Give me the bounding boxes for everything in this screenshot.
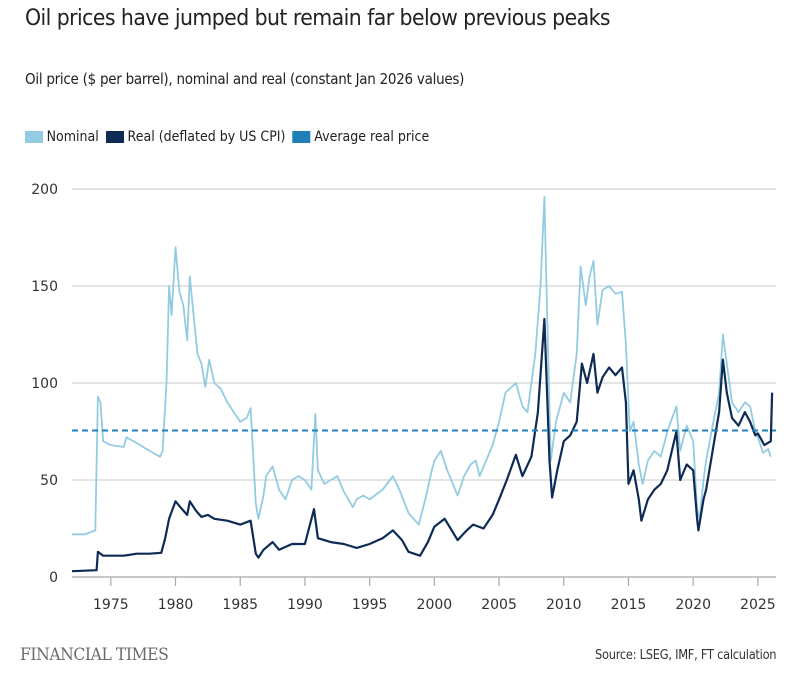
y-tick-label: 50 [40, 473, 58, 489]
chart-plot: 0 50 100 150 200 1975 1980 1985 1990 1995 2000 200… [31, 182, 776, 613]
y-tick-label: 200 [31, 182, 58, 198]
series-line-nominal [72, 195, 772, 536]
source-note: Source: LSEG, IMF, FT calculation [595, 648, 777, 663]
series-lines [71, 195, 776, 573]
x-tick-label: 2025 [740, 597, 776, 613]
chart-title: Oil prices have jumped but remain far be… [25, 6, 611, 31]
y-tick-label: 0 [49, 570, 58, 586]
legend-label-real: Real (deflated by US CPI) [127, 129, 286, 145]
x-tick-label: 1975 [93, 597, 129, 613]
x-tick-label: 2020 [675, 597, 711, 613]
x-tick-label: 2000 [417, 597, 453, 613]
x-tick-label: 1980 [158, 597, 194, 613]
y-tick-label: 100 [31, 376, 58, 392]
legend-item-nominal: Nominal [25, 129, 99, 145]
x-tick-label: 1990 [287, 597, 323, 613]
chart-legend: Nominal Real (deflated by US CPI) Averag… [25, 129, 436, 145]
legend-swatch-average [292, 131, 311, 143]
x-tick-label: 2010 [546, 597, 582, 613]
y-axis-ticks: 0 50 100 150 200 [31, 182, 58, 586]
gridlines [72, 188, 776, 481]
ft-brand-logo: FINANCIAL TIMES [20, 645, 169, 665]
legend-swatch-nominal [25, 131, 43, 143]
x-tick-label: 1995 [352, 597, 388, 613]
y-tick-label: 150 [31, 279, 58, 295]
chart-subtitle: Oil price ($ per barrel), nominal and re… [25, 70, 465, 88]
legend-label-nominal: Nominal [46, 129, 99, 145]
x-tick-label: 2005 [481, 597, 517, 613]
legend-swatch-real [105, 131, 124, 143]
x-axis-ticks: 1975 1980 1985 1990 1995 2000 2005 2010 2015 2020… [72, 576, 776, 613]
legend-item-average: Average real price [292, 129, 430, 145]
x-tick-label: 1985 [222, 597, 258, 613]
legend-item-real: Real (deflated by US CPI) [105, 129, 286, 145]
x-tick-label: 2015 [611, 597, 647, 613]
legend-label-average: Average real price [314, 129, 430, 145]
series-line-real [71, 317, 774, 573]
